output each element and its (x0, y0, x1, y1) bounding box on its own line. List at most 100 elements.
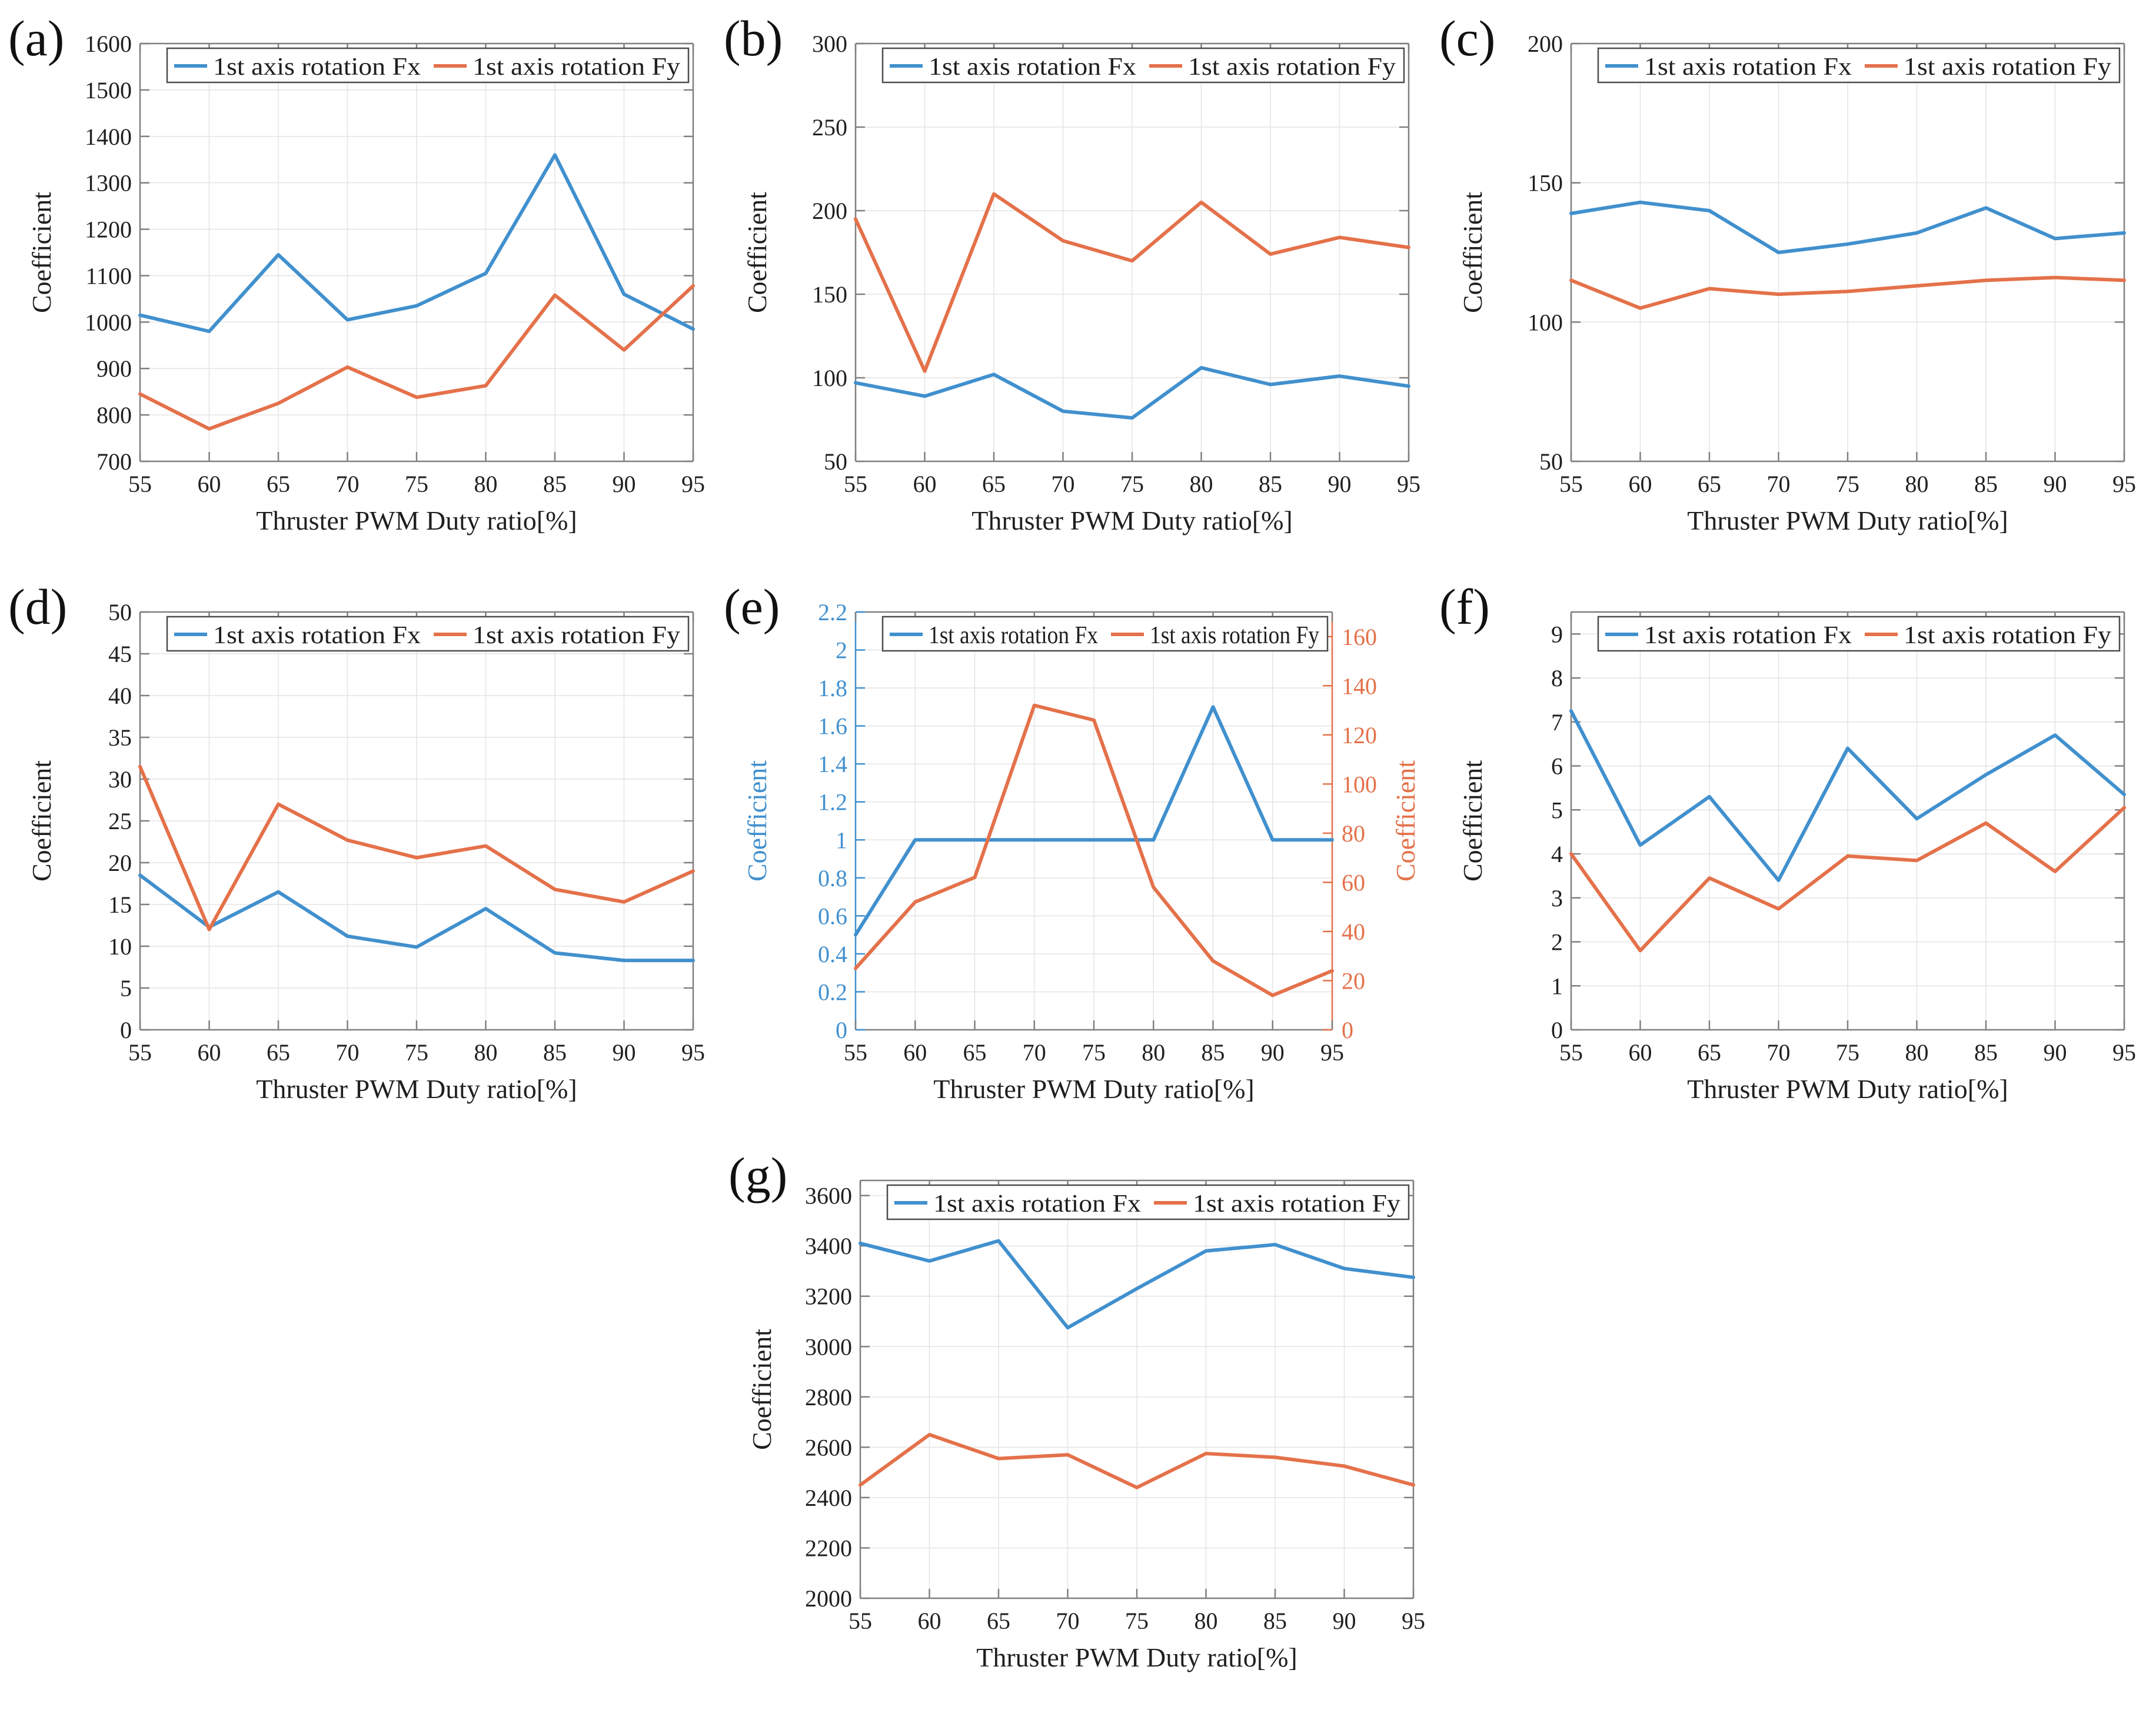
legend-box (166, 616, 690, 652)
right-y-tick-label: 20 (1342, 967, 1365, 994)
x-tick-label: 90 (613, 471, 636, 497)
y-tick-label: 0.4 (818, 941, 847, 967)
x-tick-label: 80 (1905, 471, 1929, 497)
x-tick-label: 55 (844, 471, 867, 497)
y-tick-label: 200 (1528, 31, 1563, 57)
y-tick-label: 700 (97, 448, 132, 475)
figure-row-1: (a) 55 60 65 70 75 80 85 90 95 700 800 900 1000 1100 1… (0, 2, 2156, 568)
y-tick-label: 2800 (805, 1384, 852, 1411)
x-tick-label: 80 (1195, 1608, 1218, 1634)
x-tick-label: 70 (1767, 1039, 1791, 1066)
x-tick-label: 65 (982, 471, 1006, 497)
plot-area: 55 60 65 70 75 80 85 90 9500.20.40.60.811.21.41.… (742, 599, 1420, 1104)
y-tick-label: 1.6 (818, 713, 847, 740)
plot-area: 55 60 65 70 75 80 85 90 95 50 100 150 200 Thruster PW… (1458, 31, 2136, 535)
x-tick-label: 80 (1142, 1039, 1165, 1066)
right-y-tick-label: 100 (1342, 771, 1377, 797)
panel-label-f: (f) (1439, 578, 1490, 635)
x-tick-label: 60 (1629, 1039, 1652, 1066)
y-tick-label: 25 (108, 808, 132, 834)
line-chart-d: 55 60 65 70 75 80 85 90 95 0 5 10 15 20 25 30 35 40 45 50 Th… (26, 599, 705, 1104)
x-axis-label: Thruster PWM Duty ratio[%] (1687, 1074, 2008, 1104)
y-tick-label: 1500 (85, 77, 132, 104)
y-tick-label: 2 (1551, 929, 1563, 956)
x-tick-label: 55 (844, 1039, 867, 1066)
series-line-fy (1569, 806, 2126, 953)
x-axis-label: Thruster PWM Duty ratio[%] (976, 1642, 1297, 1672)
y-axis-label: Coefficient (747, 1329, 777, 1450)
series-line-fx (138, 153, 695, 334)
legend-box (886, 1184, 1410, 1220)
legend-fx-label: 1st axis rotation Fx (1644, 622, 1852, 649)
plot-area: 55 60 65 70 75 80 85 90 95 0 5 10 15 20 25 30 35 40 45 50 Th… (26, 599, 705, 1104)
y-tick-label: 300 (812, 31, 847, 57)
right-y-tick-label: 80 (1342, 820, 1365, 847)
y-tick-label: 50 (1539, 448, 1563, 475)
chart-panel-f: (f) 55 60 65 70 75 80 85 90 95 0 1 2 3 4 5 6 7 8 9 Thruster… (1436, 571, 2142, 1137)
legend-box (1597, 47, 2121, 84)
x-tick-label: 90 (2044, 1039, 2067, 1066)
series-line-fx (1569, 709, 2126, 882)
x-tick-label: 65 (1698, 471, 1721, 497)
x-tick-label: 85 (1974, 471, 1998, 497)
plot-area: 55 60 65 70 75 80 85 90 95 50 100 150 200 250 300 Thrus… (742, 31, 1420, 535)
x-tick-label: 65 (267, 471, 290, 497)
right-y-tick-label: 120 (1342, 722, 1377, 749)
chart-panel-d: (d) 55 60 65 70 75 80 85 90 95 0 5 10 15 20 25 30 35 40 45… (5, 571, 711, 1137)
x-tick-label: 70 (1056, 1608, 1080, 1634)
y-tick-label: 1600 (85, 31, 132, 57)
x-tick-label: 95 (1397, 471, 1420, 497)
x-tick-label: 60 (1629, 471, 1652, 497)
y-tick-label: 45 (108, 641, 132, 667)
y-axis-label: Coefficient (26, 192, 56, 313)
series-line-fx (138, 873, 695, 963)
y-tick-label: 1200 (85, 217, 132, 243)
x-tick-label: 80 (1905, 1039, 1929, 1066)
legend-fy-label: 1st axis rotation Fy (1904, 54, 2111, 81)
line-chart-g: 55 60 65 70 75 80 85 90 95 2000 2200 2400 2600 2800 30… (747, 1179, 1425, 1672)
legend-box (881, 616, 1329, 652)
x-tick-label: 60 (918, 1608, 941, 1634)
plot-area: 55 60 65 70 75 80 85 90 95 2000 2200 2400 2600 2800 30… (747, 1179, 1425, 1672)
x-tick-label: 80 (474, 471, 498, 497)
x-tick-label: 55 (849, 1608, 872, 1634)
x-tick-label: 75 (1082, 1039, 1106, 1066)
x-tick-label: 70 (1052, 471, 1075, 497)
x-tick-label: 90 (1328, 471, 1352, 497)
plot-area: 55 60 65 70 75 80 85 90 95 0 1 2 3 4 5 6 7 8 9 Thruster PWM… (1458, 611, 2136, 1104)
y-tick-label: 1400 (85, 124, 132, 150)
x-tick-label: 80 (474, 1039, 498, 1066)
x-tick-label: 60 (903, 1039, 927, 1066)
series-line-fy (859, 1432, 1415, 1489)
x-tick-label: 90 (1333, 1608, 1356, 1634)
series-line-fy (138, 764, 695, 932)
legend-fy-label: 1st axis rotation Fy (473, 54, 680, 81)
y-tick-label: 15 (108, 892, 132, 918)
y-tick-label: 8 (1551, 665, 1563, 691)
x-tick-label: 75 (405, 471, 428, 497)
x-tick-label: 60 (913, 471, 937, 497)
series-line-fy (138, 284, 695, 431)
y-tick-label: 0.2 (818, 979, 847, 1005)
y-tick-label: 0 (120, 1017, 132, 1043)
series-line-fx (1569, 200, 2126, 254)
series-line-fy (854, 192, 1410, 373)
x-tick-label: 90 (2044, 471, 2067, 497)
x-tick-label: 75 (1836, 1039, 1859, 1066)
line-chart-c: 55 60 65 70 75 80 85 90 95 50 100 150 200 Thruster PW… (1458, 31, 2136, 535)
figure-row-2: (d) 55 60 65 70 75 80 85 90 95 0 5 10 15 20 25 30 35 40 45… (0, 571, 2156, 1137)
series-line-fx (854, 705, 1334, 937)
line-chart-f: 55 60 65 70 75 80 85 90 95 0 1 2 3 4 5 6 7 8 9 Thruster PWM… (1458, 611, 2136, 1104)
y-tick-label: 1100 (85, 262, 132, 289)
panel-label-e: (e) (724, 578, 780, 635)
legend-fy-label: 1st axis rotation Fy (473, 622, 680, 649)
series-line-fy (1569, 275, 2126, 310)
x-tick-label: 70 (336, 1039, 360, 1066)
legend-fy-label: 1st axis rotation Fy (1193, 1190, 1400, 1218)
x-tick-label: 85 (1974, 1039, 1998, 1066)
legend-fx-label: 1st axis rotation Fx (1644, 54, 1852, 81)
x-tick-label: 85 (1259, 471, 1282, 497)
y-tick-label: 35 (108, 724, 132, 751)
chart-panel-b: (b) 55 60 65 70 75 80 85 90 95 50 100 150 200 250 300 T… (720, 2, 1426, 568)
x-tick-label: 85 (1202, 1039, 1225, 1066)
